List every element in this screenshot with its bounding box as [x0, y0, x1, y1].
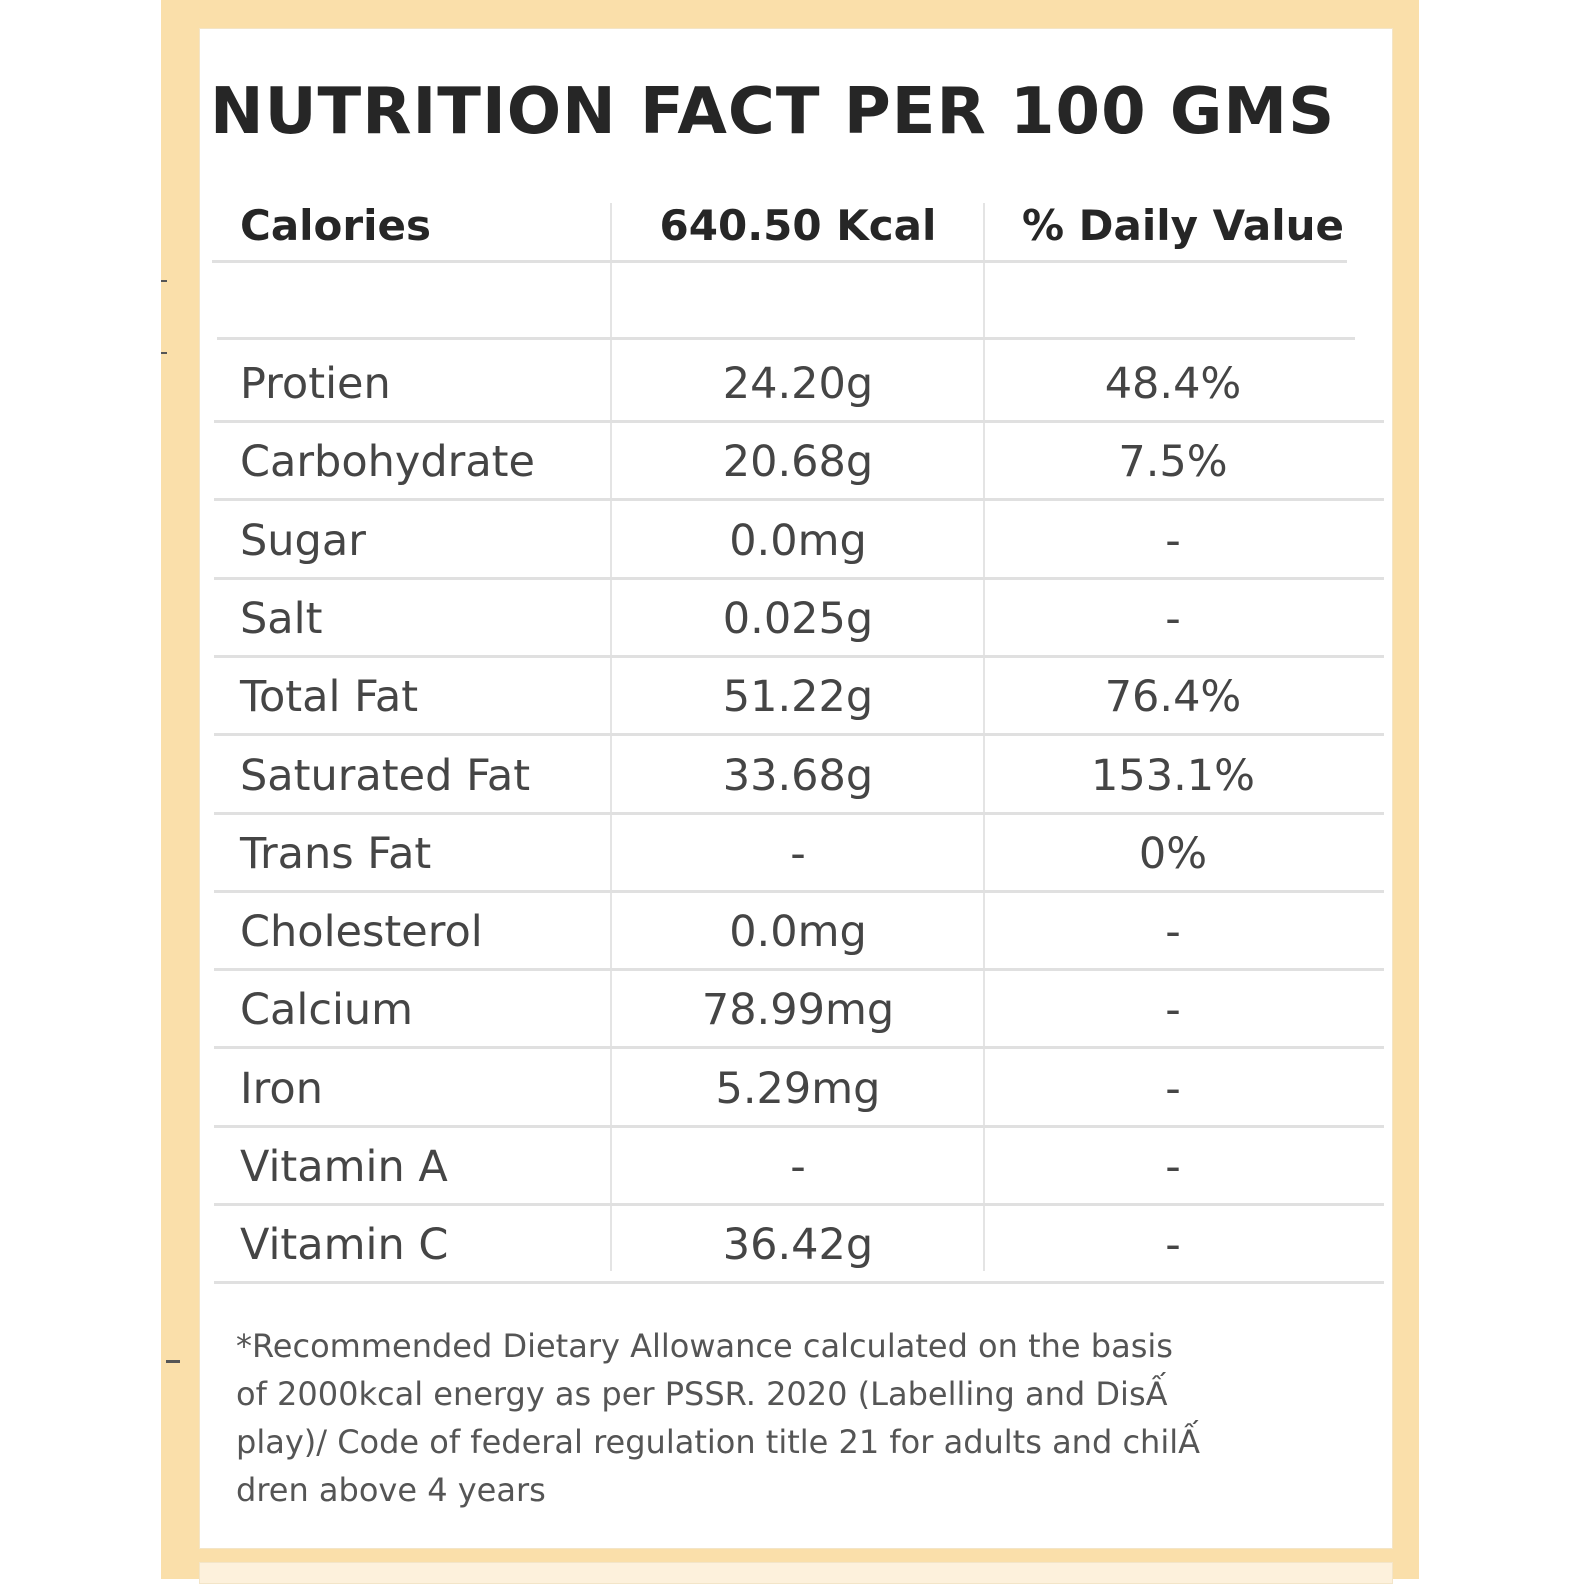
footnote-line: play)/ Code of federal regulation title … — [236, 1423, 1200, 1461]
nutrient-daily-value: 153.1% — [1091, 751, 1255, 801]
nutrient-daily-value: - — [1165, 594, 1181, 644]
nutrient-name: Vitamin A — [240, 1142, 448, 1192]
row-rule — [214, 1203, 1384, 1206]
nutrient-daily-value: - — [1165, 1064, 1181, 1114]
row-rule — [214, 1281, 1384, 1284]
table-title: NUTRITION FACT PER 100 GMS — [210, 75, 1336, 149]
nutrient-amount: 0.025g — [722, 594, 874, 644]
nutrient-amount: 24.20g — [722, 359, 874, 409]
column-divider — [983, 203, 985, 1271]
header-rule — [212, 260, 1347, 263]
edge-mark — [161, 280, 167, 282]
row-rule — [214, 655, 1384, 658]
header-rule — [217, 337, 1355, 340]
row-rule — [214, 577, 1384, 580]
edge-mark — [161, 352, 167, 354]
row-rule — [214, 1046, 1384, 1049]
nutrient-amount: 0.0mg — [729, 907, 867, 957]
nutrient-name: Vitamin C — [240, 1220, 449, 1270]
nutrient-daily-value: 0% — [1138, 829, 1208, 879]
nutrient-amount: 20.68g — [722, 437, 874, 487]
nutrient-name: Iron — [240, 1064, 323, 1114]
calories-amount-header: 640.50 Kcal — [659, 201, 937, 250]
nutrient-amount: - — [790, 1142, 806, 1192]
daily-value-header: % Daily Value — [1021, 201, 1345, 250]
row-rule — [214, 733, 1384, 736]
footnote-line: dren above 4 years — [236, 1471, 546, 1509]
row-rule — [214, 420, 1384, 423]
nutrient-amount: - — [790, 829, 806, 879]
row-rule — [214, 1125, 1384, 1128]
row-rule — [214, 890, 1384, 893]
nutrient-daily-value: 76.4% — [1104, 672, 1242, 722]
nutrient-daily-value: - — [1165, 907, 1181, 957]
row-rule — [214, 968, 1384, 971]
nutrient-amount: 36.42g — [722, 1220, 874, 1270]
nutrient-name: Total Fat — [240, 672, 419, 722]
nutrient-amount: 33.68g — [722, 751, 874, 801]
nutrient-daily-value: 7.5% — [1118, 437, 1228, 487]
footnote-line: *Recommended Dietary Allowance calculate… — [236, 1327, 1173, 1365]
column-divider — [610, 203, 612, 1271]
nutrient-amount: 78.99mg — [701, 985, 895, 1035]
nutrient-name: Carbohydrate — [240, 437, 535, 487]
nutrient-amount: 51.22g — [722, 672, 874, 722]
row-rule — [214, 812, 1384, 815]
nutrition-card — [199, 28, 1393, 1549]
nutrient-daily-value: - — [1165, 1220, 1181, 1270]
nutrient-daily-value: - — [1165, 985, 1181, 1035]
bottom-strip — [199, 1562, 1393, 1584]
row-rule — [214, 498, 1384, 501]
footnote: *Recommended Dietary Allowance calculate… — [236, 1322, 1376, 1514]
nutrient-daily-value: - — [1165, 516, 1181, 566]
nutrient-name: Sugar — [240, 516, 366, 566]
nutrient-amount: 0.0mg — [729, 516, 867, 566]
nutrient-name: Trans Fat — [240, 829, 432, 879]
nutrient-daily-value: 48.4% — [1104, 359, 1242, 409]
nutrient-name: Calcium — [240, 985, 414, 1035]
nutrient-name: Protien — [240, 359, 391, 409]
nutrient-name: Salt — [240, 594, 323, 644]
nutrient-name: Saturated Fat — [240, 751, 531, 801]
calories-header: Calories — [240, 201, 432, 250]
footnote-line: of 2000kcal energy as per PSSR. 2020 (La… — [236, 1375, 1168, 1413]
edge-mark — [166, 1360, 180, 1363]
nutrient-daily-value: - — [1165, 1142, 1181, 1192]
nutrient-name: Cholesterol — [240, 907, 483, 957]
nutrient-amount: 5.29mg — [715, 1064, 881, 1114]
